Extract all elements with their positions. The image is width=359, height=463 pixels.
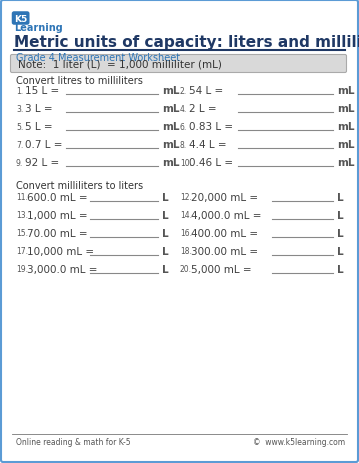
Text: 400.00 mL =: 400.00 mL =: [191, 229, 258, 238]
Text: 5,000 mL =: 5,000 mL =: [191, 264, 252, 275]
Text: 4.4 L =: 4.4 L =: [189, 140, 227, 150]
Text: L: L: [337, 229, 344, 238]
Text: 3.: 3.: [16, 104, 23, 113]
Text: 0.83 L =: 0.83 L =: [189, 122, 233, 131]
Text: Online reading & math for K-5: Online reading & math for K-5: [16, 438, 131, 446]
Text: L: L: [162, 193, 169, 203]
Text: mL: mL: [337, 86, 354, 96]
Text: 2.: 2.: [180, 86, 187, 95]
Text: 300.00 mL =: 300.00 mL =: [191, 246, 258, 257]
Text: Grade 4 Measurement Worksheet: Grade 4 Measurement Worksheet: [16, 53, 180, 63]
Text: mL: mL: [162, 158, 180, 168]
Text: 3,000.0 mL =: 3,000.0 mL =: [27, 264, 98, 275]
Text: 15 L =: 15 L =: [25, 86, 59, 96]
Text: 1,000 mL =: 1,000 mL =: [27, 211, 88, 220]
Text: 17.: 17.: [16, 247, 28, 256]
Text: 18.: 18.: [180, 247, 192, 256]
Text: 20,000 mL =: 20,000 mL =: [191, 193, 258, 203]
Text: 4.: 4.: [180, 104, 187, 113]
Text: Learning: Learning: [14, 23, 63, 33]
Text: mL: mL: [337, 158, 354, 168]
Text: 20.: 20.: [180, 265, 192, 274]
Text: mL: mL: [337, 104, 354, 114]
Text: mL: mL: [162, 104, 180, 114]
Text: L: L: [337, 246, 344, 257]
Text: Note:  1 liter (L)  = 1,000 milliliter (mL): Note: 1 liter (L) = 1,000 milliliter (mL…: [18, 59, 222, 69]
Text: Convert milliliters to liters: Convert milliliters to liters: [16, 181, 143, 191]
Text: 11.: 11.: [16, 193, 28, 202]
Text: L: L: [162, 229, 169, 238]
Text: mL: mL: [337, 140, 354, 150]
Text: mL: mL: [337, 122, 354, 131]
Text: mL: mL: [162, 122, 180, 131]
Text: 9.: 9.: [16, 158, 23, 167]
FancyBboxPatch shape: [10, 56, 346, 73]
Text: mL: mL: [162, 140, 180, 150]
Text: 12.: 12.: [180, 193, 192, 202]
Text: 10,000 mL =: 10,000 mL =: [27, 246, 94, 257]
Text: 70.00 mL =: 70.00 mL =: [27, 229, 88, 238]
Text: K5: K5: [14, 14, 27, 24]
Text: 600.0 mL =: 600.0 mL =: [27, 193, 88, 203]
Text: 19.: 19.: [16, 265, 28, 274]
Text: 15.: 15.: [16, 229, 28, 238]
Text: 7.: 7.: [16, 140, 23, 149]
Text: 14.: 14.: [180, 211, 192, 220]
Text: 6.: 6.: [180, 122, 187, 131]
Text: L: L: [162, 211, 169, 220]
Text: 3 L =: 3 L =: [25, 104, 53, 114]
Text: Convert litres to milliliters: Convert litres to milliliters: [16, 76, 143, 86]
Text: 5 L =: 5 L =: [25, 122, 53, 131]
Text: 0.46 L =: 0.46 L =: [189, 158, 233, 168]
Text: 5.: 5.: [16, 122, 23, 131]
Text: L: L: [337, 211, 344, 220]
Text: L: L: [162, 264, 169, 275]
Text: 10.: 10.: [180, 158, 192, 167]
Text: L: L: [337, 193, 344, 203]
Text: 2 L =: 2 L =: [189, 104, 216, 114]
Text: ©  www.k5learning.com: © www.k5learning.com: [253, 438, 345, 446]
Text: 8.: 8.: [180, 140, 187, 149]
Text: Metric units of capacity: liters and milliliters: Metric units of capacity: liters and mil…: [14, 36, 359, 50]
Text: L: L: [337, 264, 344, 275]
Text: 4,000.0 mL =: 4,000.0 mL =: [191, 211, 261, 220]
Text: 16.: 16.: [180, 229, 192, 238]
Text: L: L: [162, 246, 169, 257]
Text: 54 L =: 54 L =: [189, 86, 223, 96]
Text: 1.: 1.: [16, 86, 23, 95]
Text: 0.7 L =: 0.7 L =: [25, 140, 62, 150]
Text: 13.: 13.: [16, 211, 28, 220]
Text: 92 L =: 92 L =: [25, 158, 59, 168]
Text: mL: mL: [162, 86, 180, 96]
